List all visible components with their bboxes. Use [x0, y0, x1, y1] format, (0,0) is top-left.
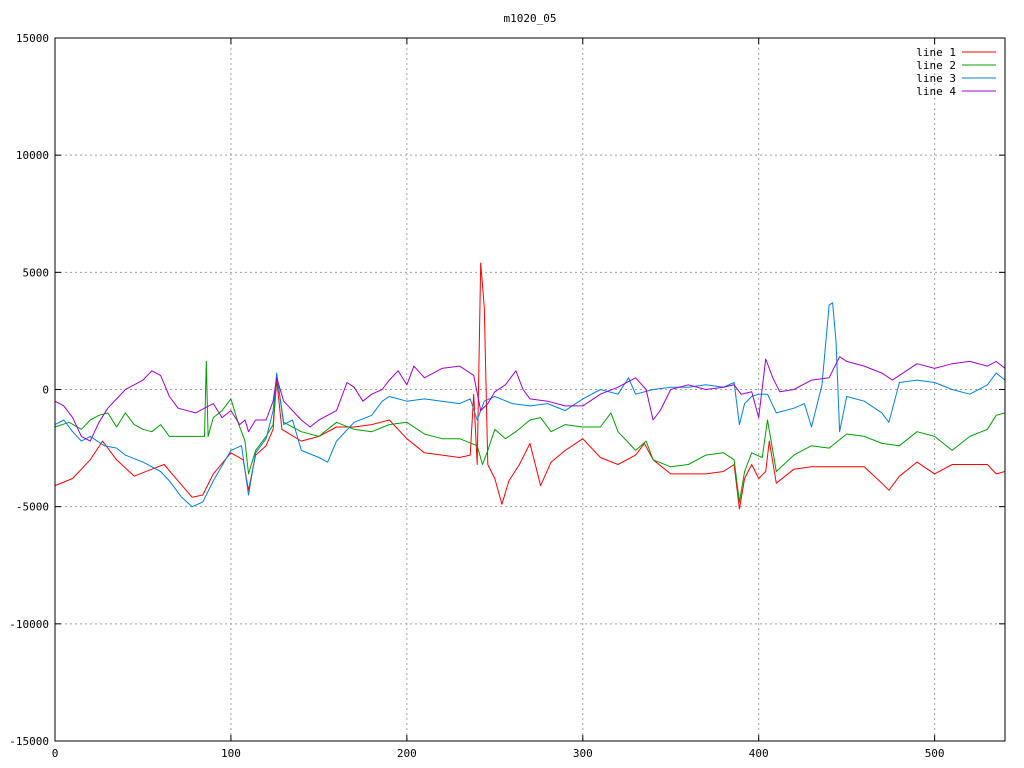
series-layer — [54, 262, 1006, 510]
y-tick-label: -5000 — [16, 501, 49, 514]
tick-marks — [54, 37, 1005, 742]
legend-label-4: line 4 — [916, 85, 956, 98]
y-tick-label: 10000 — [16, 149, 49, 162]
y-tick-label: 0 — [42, 384, 49, 397]
y-tick-label: -10000 — [9, 618, 49, 631]
series-line-2 — [54, 360, 1006, 503]
legend-label-3: line 3 — [916, 72, 956, 85]
x-tick-label: 400 — [749, 747, 769, 760]
x-tick-label: 0 — [52, 747, 59, 760]
series-line-4 — [54, 356, 1006, 442]
y-tick-labels: -15000 -10000 -5000 0 5000 10000 15000 — [9, 32, 49, 748]
x-tick-label: 200 — [397, 747, 417, 760]
y-tick-label: 15000 — [16, 32, 49, 45]
x-tick-label: 100 — [221, 747, 241, 760]
series-line-1 — [54, 262, 1006, 510]
grid-lines — [55, 38, 1005, 741]
x-tick-label: 500 — [925, 747, 945, 760]
x-tick-label: 300 — [573, 747, 593, 760]
x-tick-labels: 0 100 200 300 400 500 — [52, 747, 945, 760]
series-line-3 — [54, 302, 1006, 508]
y-tick-label: 5000 — [23, 266, 50, 279]
chart-title: m1020_05 — [504, 12, 557, 25]
y-tick-label: -15000 — [9, 735, 49, 748]
legend-label-2: line 2 — [916, 59, 956, 72]
legend-label-1: line 1 — [916, 46, 956, 59]
